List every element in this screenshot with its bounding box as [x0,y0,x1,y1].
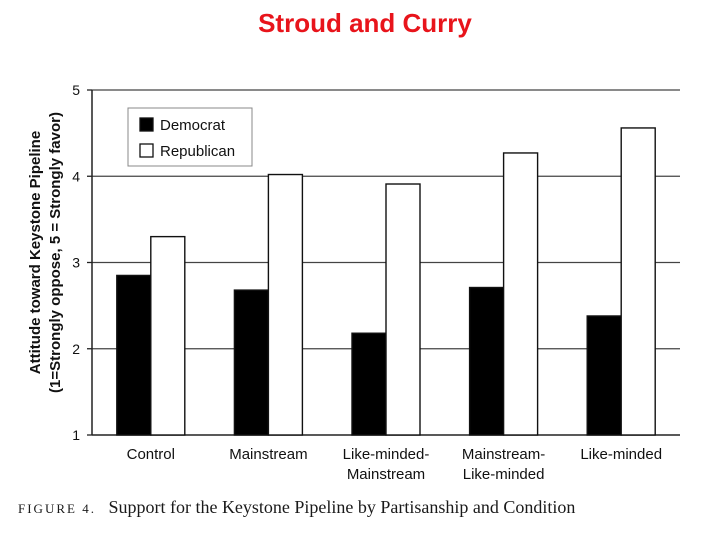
legend-swatch-democrat [139,117,154,132]
x-tick-label: Mainstream- [462,446,545,463]
legend: Democrat Republican [127,107,253,167]
x-tick-label: Control [127,446,175,463]
bar-republican [267,173,304,436]
y-axis-title-line: (1=Strongly oppose, 5 = Strongly favor) [47,112,64,393]
bar-republican [150,235,186,436]
x-tick-labels: Control Mainstream Like-minded- Mainstream M… [127,446,662,483]
bar-republican [502,152,539,436]
x-tick-label: Like-minded- [343,446,430,463]
y-tick-label: 1 [72,427,80,443]
x-tick-label: Like-minded [580,446,662,463]
bar-democrat [586,315,622,436]
legend-label-democrat: Democrat [160,117,226,134]
figure-caption: FIGURE 4. Support for the Keystone Pipel… [18,497,575,518]
legend-label-republican: Republican [160,143,235,160]
bars [116,127,656,436]
bar-democrat [351,332,387,436]
y-tick-label: 2 [72,341,80,357]
figure-caption-text: Support for the Keystone Pipeline by Par… [108,497,576,517]
y-tick-label: 3 [72,255,80,271]
bar-republican [620,127,656,436]
y-axis-title-line: Attitude toward Keystone Pipeline [27,131,44,374]
x-tick-label: Mainstream [229,446,307,463]
bar-democrat [468,286,505,436]
bar-chart: 1 2 3 4 5 Control Mainstream Like-minded- Mains… [27,82,680,483]
bar-republican [385,183,421,436]
y-tick-label: 5 [72,82,80,98]
y-tick-label: 4 [72,168,80,184]
bar-democrat [233,289,270,436]
x-tick-label: Like-minded [463,466,545,483]
slide-title: Stroud and Curry [258,8,472,38]
figure-label: FIGURE 4. [18,501,96,516]
legend-swatch-republican [139,143,154,158]
y-axis-title: Attitude toward Keystone Pipeline (1=Stro… [27,112,64,393]
x-tick-label: Mainstream [347,466,425,483]
bar-democrat [116,274,152,436]
